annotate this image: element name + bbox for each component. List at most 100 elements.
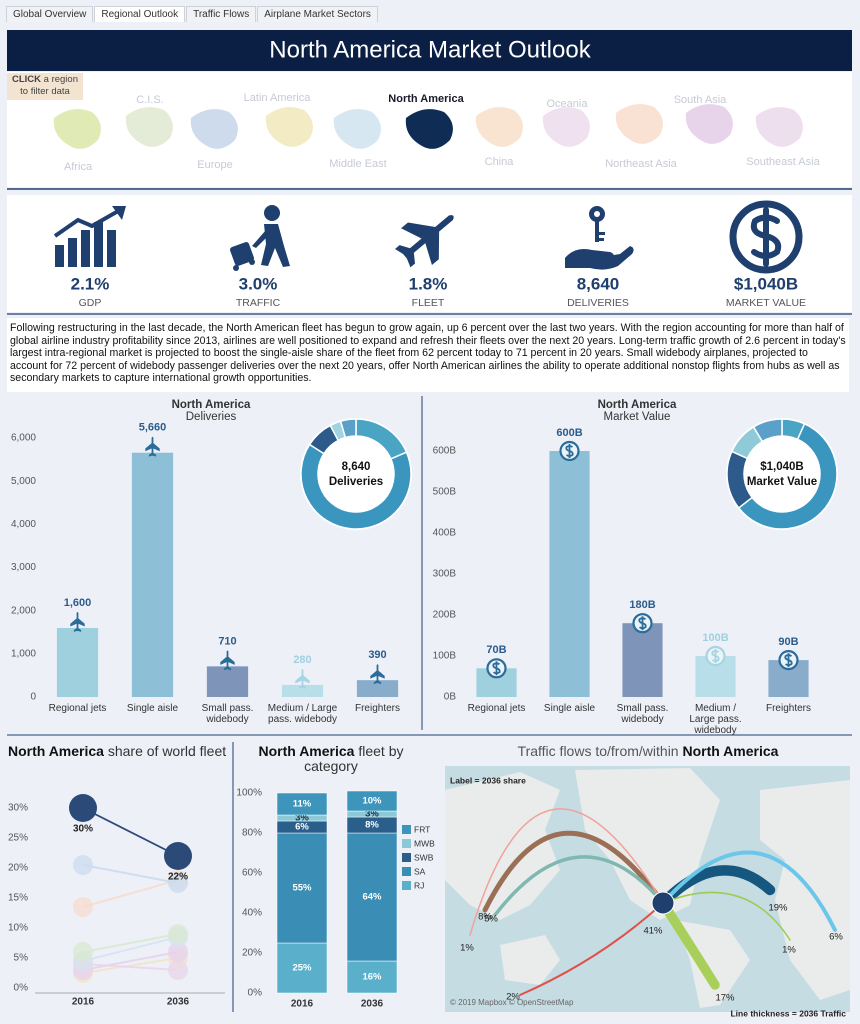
x-tick-label: Medium / Large pass. widebody	[689, 703, 742, 736]
value-label: 1,600	[64, 597, 92, 609]
bar	[131, 452, 174, 697]
value-label: 30%	[73, 824, 93, 835]
value-label: 6%	[295, 822, 309, 833]
region-shape	[755, 107, 803, 147]
tab[interactable]: Global Overview	[6, 6, 94, 22]
legend-swatch	[402, 839, 411, 848]
bar	[549, 451, 590, 697]
y-tick-label: 4,000	[11, 519, 36, 530]
value-label: 55%	[292, 883, 312, 894]
value-label: 1%	[460, 943, 474, 954]
bar	[206, 666, 249, 697]
title-text: Traffic flows to/from/within	[517, 743, 679, 759]
bar	[281, 684, 324, 697]
region[interactable]: Oceania	[542, 98, 590, 147]
kpi-value: 2.1%	[71, 274, 110, 293]
region[interactable]: C.I.S.	[125, 94, 173, 147]
region[interactable]: Europe	[190, 109, 238, 171]
donut-segment	[300, 443, 412, 530]
market-value-icon	[729, 200, 803, 274]
value-label: 70B	[486, 644, 506, 656]
y-tick-label: 0%	[248, 988, 263, 999]
x-tick-label: Small pass. widebody	[201, 703, 254, 725]
region-label: Northeast Asia	[605, 158, 677, 170]
title-strong: North America	[258, 743, 355, 759]
region[interactable]: Africa	[53, 109, 101, 173]
y-tick-label: 600B	[433, 446, 457, 457]
kpi-value: 1.8%	[409, 274, 448, 293]
plane-icon	[145, 436, 160, 457]
y-tick-label: 30%	[8, 803, 28, 814]
y-tick-label: 0	[30, 692, 36, 703]
region[interactable]: Middle East	[329, 109, 387, 170]
tab[interactable]: Airplane Market Sectors	[257, 6, 378, 22]
kpi-label: GDP	[79, 297, 102, 309]
series-line	[82, 864, 179, 884]
hint-strong: CLICK	[11, 74, 42, 85]
region-label: Middle East	[329, 158, 386, 170]
legend-label: SA	[414, 866, 426, 876]
y-tick-label: 6,000	[11, 433, 36, 444]
region-label: South Asia	[674, 94, 727, 106]
tab[interactable]: Traffic Flows	[186, 6, 257, 22]
map-legend: Line thickness = 2036 Traffic	[730, 1008, 846, 1018]
series-dot	[168, 924, 188, 944]
y-tick-label: 80%	[242, 828, 262, 839]
value-label: 41%	[643, 926, 663, 937]
filter-hint: CLICK a region to filter data	[7, 73, 83, 100]
value-label: 280	[293, 654, 311, 666]
legend-label: FRT	[414, 824, 430, 834]
region-label: Oceania	[547, 98, 589, 110]
y-tick-label: 25%	[8, 833, 28, 844]
legend-label: MWB	[414, 838, 435, 848]
flow-arc	[493, 855, 665, 917]
value-label: 600B	[556, 427, 582, 439]
series-line	[82, 807, 179, 857]
region-shape	[265, 107, 313, 147]
title-text: share of world fleet	[107, 743, 227, 759]
region-shape	[542, 107, 590, 147]
flow-node	[651, 891, 675, 915]
x-tick-label: Small pass. widebody	[616, 703, 669, 725]
region[interactable]: China	[475, 107, 523, 168]
plane-icon	[370, 664, 385, 685]
y-tick-label: 20%	[242, 948, 262, 959]
summary-text: Following restructuring in the last deca…	[7, 318, 849, 392]
y-tick-label: 1,000	[11, 648, 36, 659]
y-tick-label: 3,000	[11, 562, 36, 573]
dollar-icon	[565, 444, 574, 458]
bar-segment	[276, 942, 328, 994]
series-dot	[69, 794, 97, 822]
value-label: 710	[218, 635, 236, 647]
series-dot	[168, 873, 188, 893]
donut-segment	[737, 422, 838, 530]
kpi-label: MARKET VALUE	[726, 297, 806, 309]
region[interactable]: North America	[388, 93, 465, 149]
region-shape	[475, 107, 523, 147]
value-label: 8%	[478, 912, 492, 923]
x-tick-label: Freighters	[354, 703, 400, 714]
chart-subtitle: Deliveries	[186, 411, 237, 423]
tab[interactable]: Regional Outlook	[94, 6, 186, 22]
y-tick-label: 40%	[242, 908, 262, 919]
series-line	[82, 933, 179, 953]
y-tick-label: 15%	[8, 893, 28, 904]
region[interactable]: South Asia	[674, 94, 733, 144]
donut-segment	[752, 418, 783, 443]
region-label: C.I.S.	[136, 94, 164, 106]
region[interactable]: Northeast Asia	[605, 104, 678, 170]
value-label: 22%	[168, 872, 188, 883]
dollar-icon	[711, 649, 720, 663]
kpi-label: FLEET	[412, 297, 445, 309]
traffic-icon	[230, 205, 290, 271]
bar	[56, 627, 99, 697]
region-label: Africa	[64, 161, 93, 173]
y-tick-label: 10%	[8, 923, 28, 934]
title-strong: North America	[682, 743, 779, 759]
region[interactable]: Latin America	[244, 92, 313, 147]
legend-label: SWB	[414, 852, 434, 862]
x-tick-label: 2036	[167, 997, 190, 1008]
deliveries-icon	[565, 206, 634, 270]
region-shape	[125, 107, 173, 147]
region[interactable]: Southeast Asia	[746, 107, 821, 168]
